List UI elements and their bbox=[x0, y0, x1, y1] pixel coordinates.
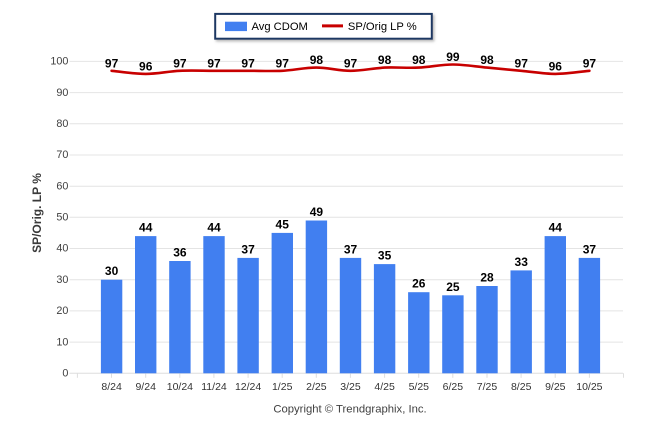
svg-text:2/25: 2/25 bbox=[306, 381, 327, 393]
svg-text:26: 26 bbox=[412, 277, 426, 291]
svg-text:98: 98 bbox=[412, 53, 426, 67]
svg-text:20: 20 bbox=[56, 305, 68, 317]
svg-text:11/24: 11/24 bbox=[201, 381, 227, 393]
svg-text:9/25: 9/25 bbox=[545, 381, 566, 393]
svg-text:10: 10 bbox=[56, 336, 68, 348]
svg-text:99: 99 bbox=[446, 50, 460, 64]
svg-text:98: 98 bbox=[378, 53, 392, 67]
svg-text:3/25: 3/25 bbox=[340, 381, 361, 393]
svg-text:37: 37 bbox=[344, 242, 358, 256]
svg-text:Copyright © Trendgraphix, Inc.: Copyright © Trendgraphix, Inc. bbox=[273, 404, 426, 416]
svg-text:10/24: 10/24 bbox=[167, 381, 193, 393]
svg-text:97: 97 bbox=[105, 56, 119, 70]
svg-text:97: 97 bbox=[276, 56, 290, 70]
svg-text:97: 97 bbox=[583, 56, 597, 70]
svg-text:0: 0 bbox=[62, 368, 68, 380]
svg-text:8/24: 8/24 bbox=[101, 381, 122, 393]
svg-text:35: 35 bbox=[378, 249, 392, 263]
svg-text:98: 98 bbox=[480, 53, 494, 67]
svg-text:100: 100 bbox=[50, 56, 68, 68]
svg-text:70: 70 bbox=[56, 149, 68, 161]
svg-text:SP/Orig LP %: SP/Orig LP % bbox=[348, 21, 417, 33]
svg-text:40: 40 bbox=[56, 243, 68, 255]
svg-text:12/24: 12/24 bbox=[235, 381, 261, 393]
svg-text:Avg CDOM: Avg CDOM bbox=[252, 21, 308, 33]
svg-text:28: 28 bbox=[480, 271, 494, 285]
svg-text:37: 37 bbox=[583, 242, 597, 256]
svg-text:50: 50 bbox=[56, 212, 68, 224]
svg-text:96: 96 bbox=[549, 59, 563, 73]
svg-text:45: 45 bbox=[276, 217, 290, 231]
svg-text:80: 80 bbox=[56, 118, 68, 130]
svg-text:5/25: 5/25 bbox=[409, 381, 430, 393]
svg-text:96: 96 bbox=[139, 59, 153, 73]
svg-text:33: 33 bbox=[515, 255, 529, 269]
svg-text:97: 97 bbox=[515, 56, 529, 70]
svg-text:97: 97 bbox=[173, 56, 187, 70]
svg-text:10/25: 10/25 bbox=[576, 381, 602, 393]
svg-text:8/25: 8/25 bbox=[511, 381, 532, 393]
svg-text:1/25: 1/25 bbox=[272, 381, 293, 393]
svg-text:90: 90 bbox=[56, 87, 68, 99]
svg-text:4/25: 4/25 bbox=[374, 381, 395, 393]
svg-text:44: 44 bbox=[549, 221, 563, 235]
svg-text:49: 49 bbox=[310, 205, 324, 219]
svg-text:60: 60 bbox=[56, 180, 68, 192]
svg-text:44: 44 bbox=[207, 221, 221, 235]
svg-text:25: 25 bbox=[446, 280, 460, 294]
svg-text:30: 30 bbox=[105, 264, 119, 278]
svg-text:37: 37 bbox=[241, 242, 255, 256]
svg-text:6/25: 6/25 bbox=[443, 381, 464, 393]
svg-text:97: 97 bbox=[344, 56, 358, 70]
svg-text:97: 97 bbox=[241, 56, 255, 70]
svg-text:30: 30 bbox=[56, 274, 68, 286]
svg-text:9/24: 9/24 bbox=[135, 381, 156, 393]
svg-text:98: 98 bbox=[310, 53, 324, 67]
svg-text:7/25: 7/25 bbox=[477, 381, 498, 393]
svg-text:SP/Orig. LP %: SP/Orig. LP % bbox=[30, 173, 44, 253]
svg-text:97: 97 bbox=[207, 56, 221, 70]
svg-text:44: 44 bbox=[139, 221, 153, 235]
svg-text:36: 36 bbox=[173, 246, 187, 260]
